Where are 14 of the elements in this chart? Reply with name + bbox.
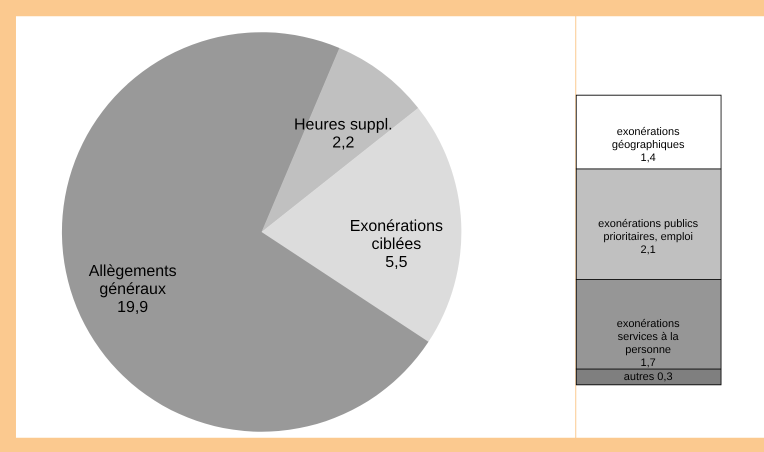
data-label: 19,9 (117, 299, 148, 316)
slice-label: Exonérations ciblées (350, 218, 443, 254)
data-label: 1,4 (640, 152, 656, 164)
pie-slice (262, 108, 462, 342)
series-label: exonérations services à la personne (616, 318, 680, 356)
series-label: exonérations géographiques (612, 126, 685, 152)
series-label: exonérations publics prioritaires, emploi (598, 218, 699, 244)
data-label: 2,2 (332, 134, 355, 152)
data-label: 2,1 (640, 244, 656, 256)
slice-label: Heures suppl. (294, 116, 393, 134)
text: autres 0,3 (624, 370, 673, 383)
data-label: 5,5 (385, 254, 408, 272)
data-label: 1,7 (640, 357, 656, 370)
slice-label: Allègements généraux (88, 263, 177, 298)
